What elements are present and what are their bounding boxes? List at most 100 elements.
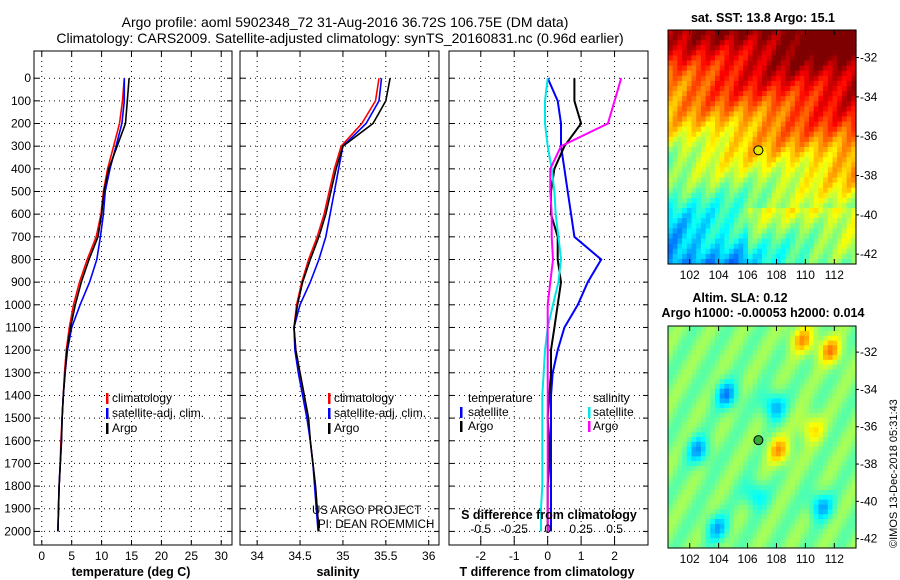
map-cell xyxy=(747,223,754,229)
map-cell xyxy=(691,40,697,46)
map-cell xyxy=(738,379,744,385)
map-cell xyxy=(747,514,754,520)
map-cell xyxy=(780,55,787,62)
map-cell xyxy=(747,533,754,539)
map-cell xyxy=(682,355,688,361)
map-cell xyxy=(715,398,721,404)
map-cell xyxy=(696,528,702,535)
map-cell xyxy=(691,187,697,194)
map-cell xyxy=(686,208,693,214)
map-cell xyxy=(733,131,740,138)
map-cell xyxy=(668,335,674,342)
map-cell xyxy=(766,233,772,240)
map-cell xyxy=(832,121,838,128)
map-cell xyxy=(804,248,810,255)
map-cell xyxy=(719,403,725,409)
map-cell xyxy=(851,422,857,428)
map-cell xyxy=(752,106,758,112)
map-cell xyxy=(809,86,815,92)
map-cell xyxy=(851,248,857,255)
y-tick-label: 1200 xyxy=(4,343,31,357)
map-cell xyxy=(715,514,721,520)
map-cell xyxy=(794,533,801,539)
map-cell xyxy=(790,514,796,520)
map-cell xyxy=(738,499,744,506)
map-cell xyxy=(762,451,768,457)
map-cell xyxy=(691,379,697,385)
map-cell xyxy=(747,355,754,361)
map-cell xyxy=(724,91,730,97)
map-cell xyxy=(794,432,801,438)
map-cell xyxy=(813,96,819,102)
map-cell xyxy=(686,417,693,424)
map-cell xyxy=(672,374,678,380)
map-cell xyxy=(719,182,725,189)
map-cell xyxy=(771,490,777,496)
map-cell xyxy=(691,523,697,530)
map-cell xyxy=(691,213,697,219)
map-cell xyxy=(776,528,782,535)
map-cell xyxy=(832,335,838,342)
map-cell xyxy=(799,437,805,443)
map-cell xyxy=(691,172,697,179)
map-cell xyxy=(837,147,843,153)
map-cell xyxy=(700,441,707,448)
map-cell xyxy=(813,417,819,424)
map-cell xyxy=(747,398,754,404)
map-cell xyxy=(700,182,707,189)
map-cell xyxy=(733,177,740,184)
map-cell xyxy=(696,330,702,337)
map-cell xyxy=(837,379,843,385)
map-cell xyxy=(780,509,787,515)
map-cell xyxy=(710,157,716,163)
map-cell xyxy=(809,208,815,214)
map-cell xyxy=(762,96,768,102)
map-cell xyxy=(700,60,707,67)
x-tick-label: 20 xyxy=(155,549,169,563)
map-cell xyxy=(696,480,702,486)
map-cell xyxy=(733,162,740,168)
map-cell xyxy=(738,101,744,107)
map-cell xyxy=(804,177,810,184)
map-cell xyxy=(733,203,740,209)
map-cell xyxy=(776,335,782,342)
map-cell xyxy=(766,96,772,102)
map-cell xyxy=(771,86,777,92)
map-cell xyxy=(715,441,721,448)
map-cell xyxy=(677,111,683,118)
map-cell xyxy=(752,427,758,433)
map-cell xyxy=(813,441,819,448)
map-cell xyxy=(677,437,683,443)
map-cell xyxy=(823,403,829,409)
map-cell xyxy=(700,101,707,107)
map-cell xyxy=(780,427,787,433)
map-cell xyxy=(700,379,707,385)
map-cell xyxy=(677,499,683,506)
map-cell xyxy=(743,91,749,97)
map-cell xyxy=(724,172,730,179)
map-cell xyxy=(700,253,707,260)
map-cell xyxy=(771,30,777,36)
map-cell xyxy=(686,403,693,409)
map-cell xyxy=(705,432,711,438)
map-cell xyxy=(790,422,796,428)
map-cell xyxy=(785,475,791,481)
map-cell xyxy=(841,398,848,404)
map-cell xyxy=(668,355,674,361)
map-cell xyxy=(799,203,805,209)
map-cell xyxy=(672,177,678,184)
map-cell xyxy=(710,50,716,56)
map-cell xyxy=(700,192,707,199)
map-cell xyxy=(790,50,796,56)
map-cell xyxy=(691,340,697,346)
map-cell xyxy=(766,335,772,342)
map-cell xyxy=(682,243,688,250)
map-cell xyxy=(799,30,805,36)
map-cell xyxy=(747,248,754,255)
map-cell xyxy=(682,543,688,549)
map-cell xyxy=(809,364,815,370)
map-cell xyxy=(841,437,848,443)
map-cell xyxy=(705,147,711,153)
map-cell xyxy=(841,177,848,184)
